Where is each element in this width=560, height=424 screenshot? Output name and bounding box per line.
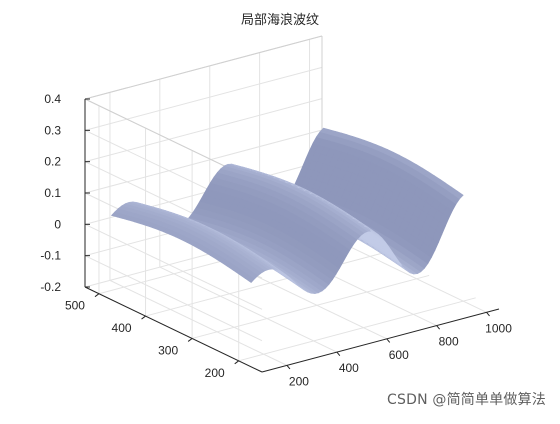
z-tick-label: 0.2 bbox=[44, 155, 61, 169]
grid-line bbox=[84, 129, 323, 194]
y-tick-label: 200 bbox=[205, 366, 225, 380]
grid-line bbox=[238, 297, 476, 362]
x-tick-label: 800 bbox=[439, 335, 459, 349]
grid-line bbox=[159, 266, 338, 353]
x-tick bbox=[336, 351, 341, 357]
grid-line bbox=[84, 98, 323, 163]
y-tick bbox=[187, 338, 193, 342]
box-edge bbox=[84, 35, 323, 100]
x-tick-label: 400 bbox=[339, 361, 359, 375]
grid-line bbox=[145, 252, 383, 317]
y-tick-label: 300 bbox=[158, 343, 178, 357]
x-tick-label: 1000 bbox=[485, 321, 512, 335]
watermark: CSDN @简简单单做算法 bbox=[387, 392, 546, 408]
x-tick bbox=[286, 365, 291, 370]
z-tick-label: -0.1 bbox=[40, 249, 61, 263]
grid-line bbox=[84, 223, 263, 310]
y-tick bbox=[94, 293, 100, 298]
x-tick bbox=[486, 311, 490, 317]
grid-line bbox=[109, 279, 288, 366]
x-tick-label: 200 bbox=[289, 374, 309, 388]
y-tick-label: 400 bbox=[112, 321, 132, 335]
z-tick-label: -0.2 bbox=[40, 280, 61, 294]
y-axis-line bbox=[84, 286, 263, 373]
grid-line bbox=[192, 274, 430, 339]
y-tick bbox=[141, 315, 146, 320]
z-tick-label: 0.1 bbox=[44, 186, 61, 200]
x-axis-line bbox=[261, 308, 500, 373]
surface-patch bbox=[453, 190, 464, 200]
x-tick bbox=[436, 325, 441, 330]
x-tick bbox=[386, 338, 391, 343]
y-tick bbox=[234, 360, 240, 365]
x-tick-label: 600 bbox=[389, 348, 409, 362]
z-tick-label: 0.3 bbox=[44, 123, 61, 137]
z-tick-label: 0.4 bbox=[44, 92, 61, 106]
y-tick-label: 500 bbox=[65, 299, 85, 313]
chart-title: 局部海浪波纹 bbox=[240, 13, 319, 28]
grid-line bbox=[84, 66, 323, 131]
z-tick-label: 0 bbox=[54, 217, 61, 231]
grid-line bbox=[84, 255, 263, 342]
